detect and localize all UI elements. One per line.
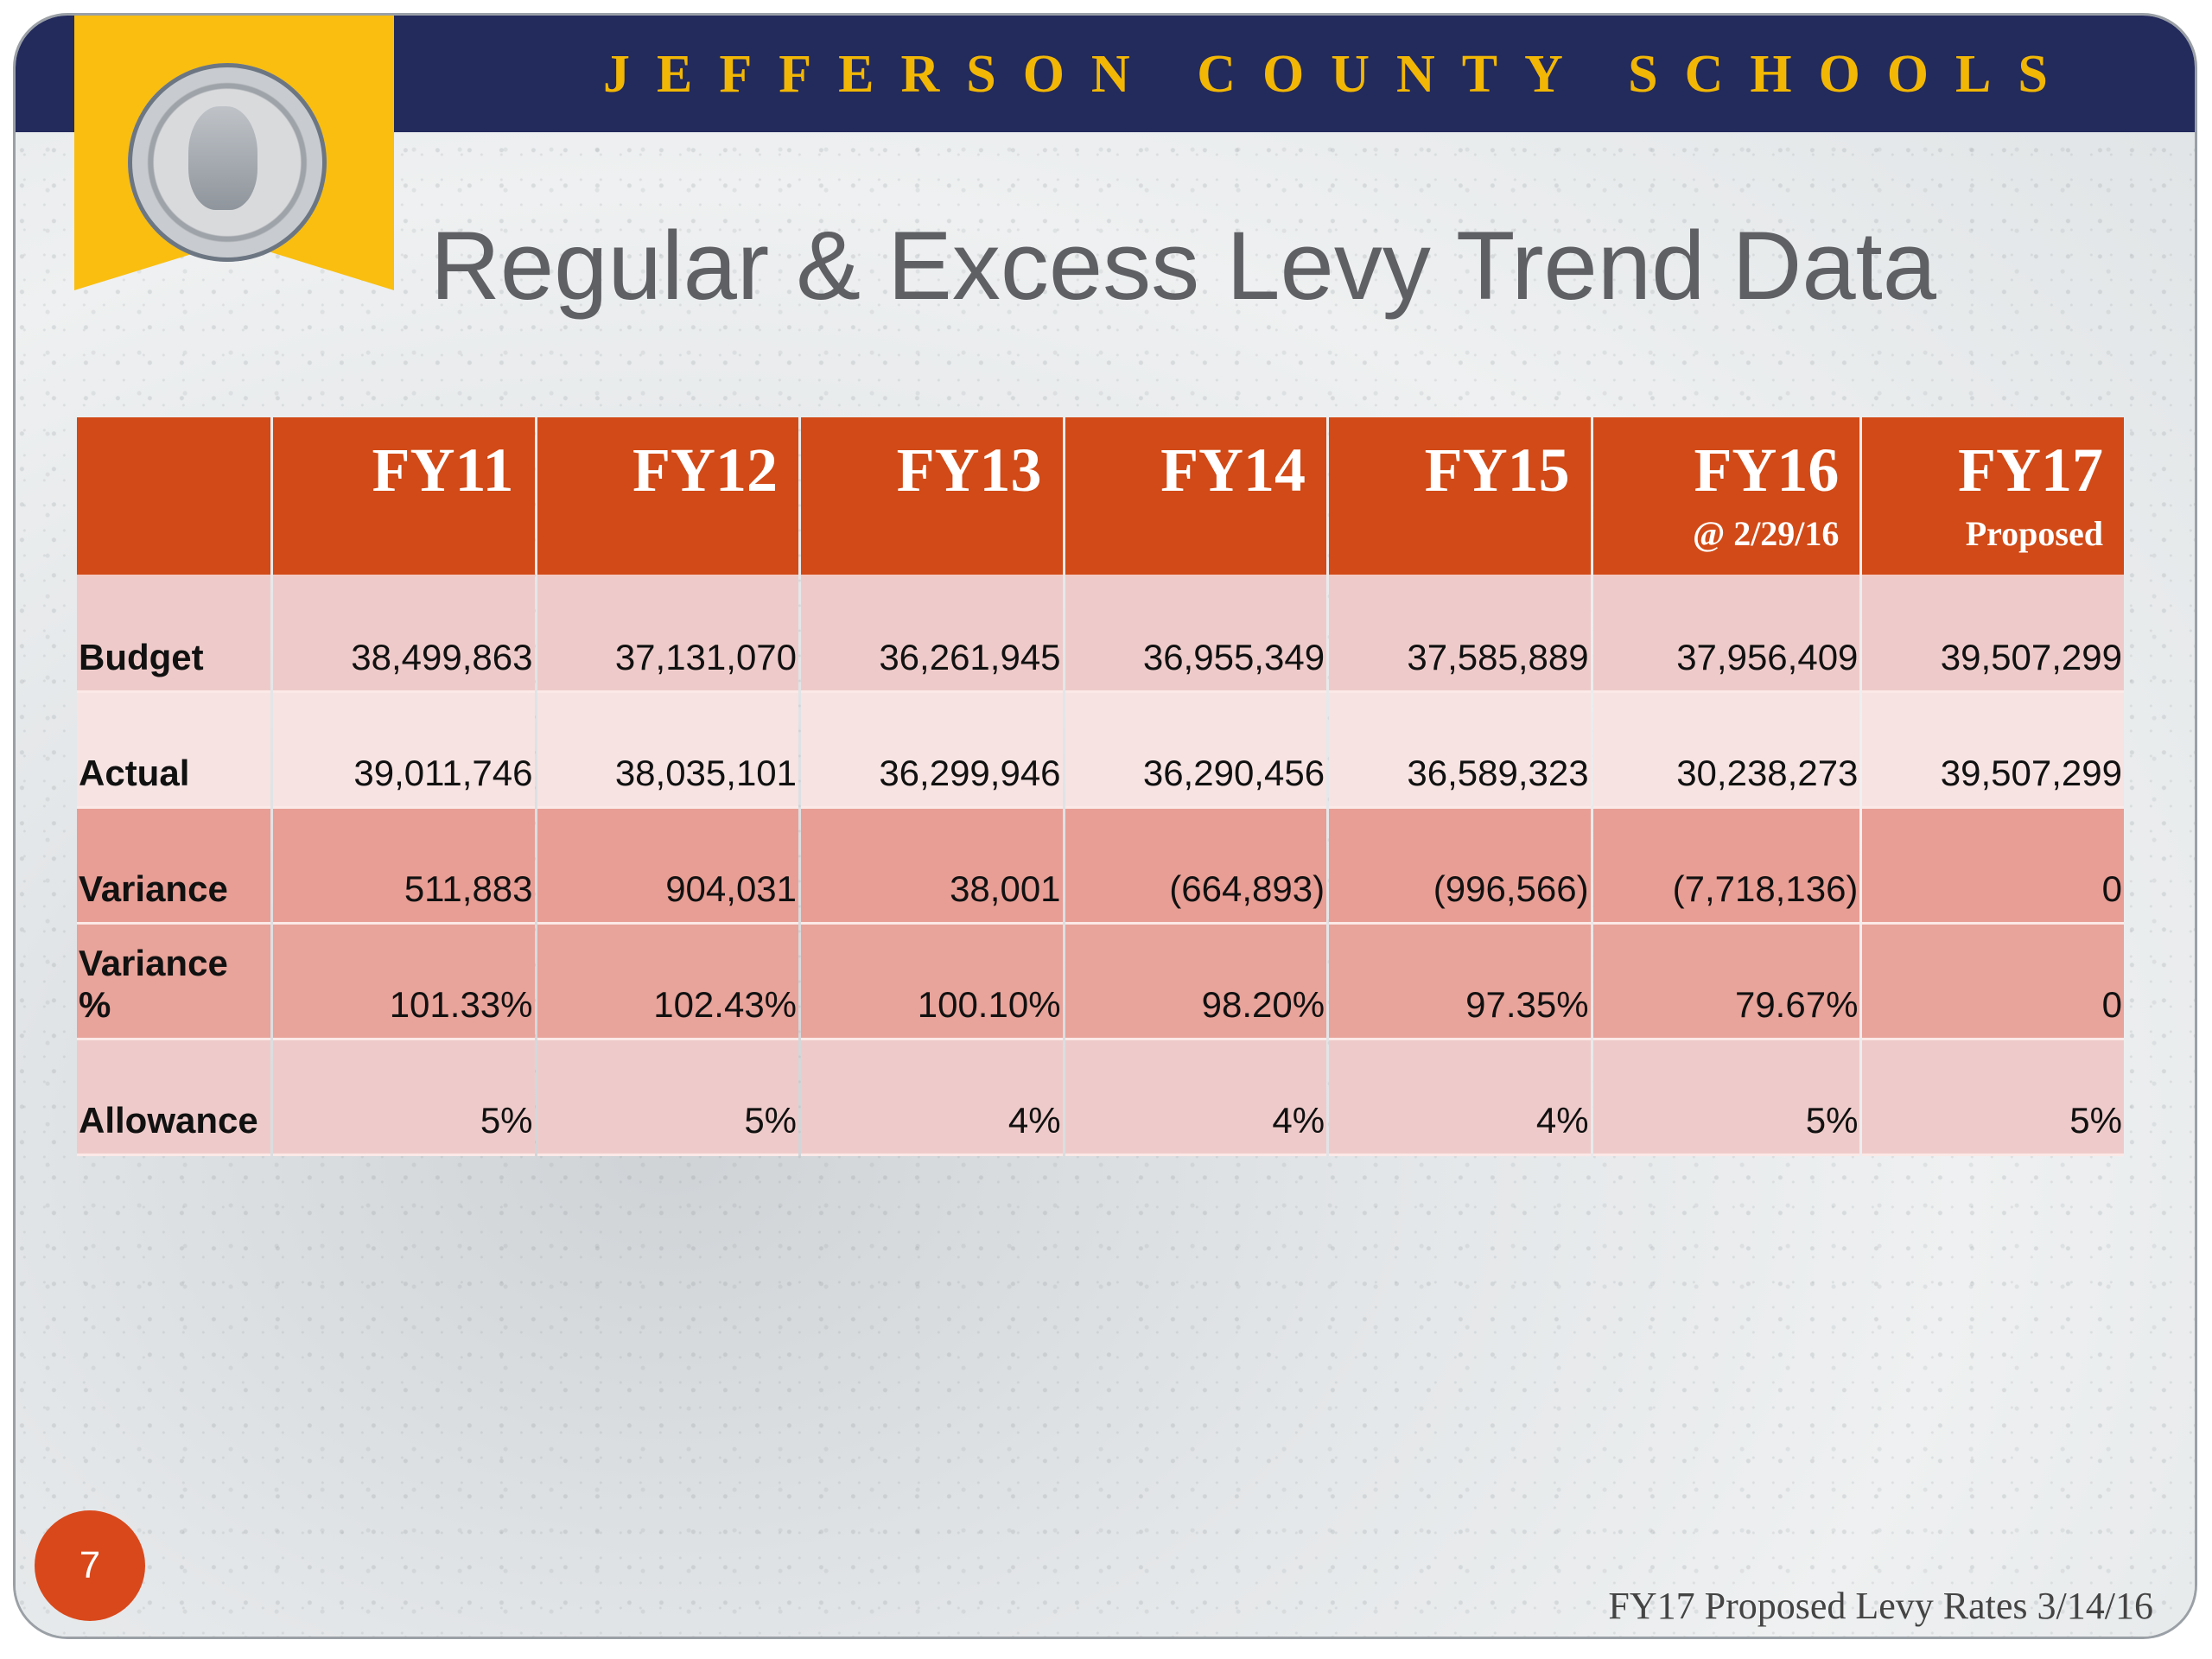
table-cell: 511,883 [273, 809, 535, 925]
col-header-fy11: FY11 [273, 417, 535, 577]
table-cell: 97.35% [1329, 925, 1591, 1040]
table-cell: 38,035,101 [537, 693, 799, 809]
seal-portrait [188, 106, 257, 210]
table-cell: 39,011,746 [273, 693, 535, 809]
table-cell: 36,290,456 [1065, 693, 1327, 809]
footer-text: FY17 Proposed Levy Rates 3/14/16 [1608, 1585, 2153, 1627]
col-header-fy15: FY15 [1329, 417, 1591, 577]
row-label: Allowance [77, 1040, 270, 1156]
table-cell: 37,585,889 [1329, 577, 1591, 693]
table-cell: 100.10% [801, 925, 1063, 1040]
table-cell: 4% [1329, 1040, 1591, 1156]
table-cell: 36,261,945 [801, 577, 1063, 693]
table-cell: 5% [1592, 1040, 1860, 1156]
table-cell: 102.43% [537, 925, 799, 1040]
table-cell: 39,507,299 [1862, 693, 2124, 809]
table-cell: (664,893) [1065, 809, 1327, 925]
table-cell: (7,718,136) [1592, 809, 1860, 925]
table-cell: 37,956,409 [1592, 577, 1860, 693]
table-cell: 4% [801, 1040, 1063, 1156]
county-seal-icon [128, 63, 327, 262]
table-cell: (996,566) [1329, 809, 1591, 925]
table-cell: 79.67% [1592, 925, 1860, 1040]
row-label: Variance % [77, 925, 270, 1040]
table-cell: 38,499,863 [273, 577, 535, 693]
slide-title: Regular & Excess Levy Trend Data [430, 212, 1937, 320]
table-cell: 39,507,299 [1862, 577, 2124, 693]
col-header-fy12: FY12 [537, 417, 799, 577]
header-row: FY11 FY12 FY13 FY14 FY15 FY16 @ 2/29/16 F… [77, 417, 2124, 577]
table-cell: 38,001 [801, 809, 1063, 925]
col-header-fy16: FY16 @ 2/29/16 [1592, 417, 1860, 577]
table-cell: 5% [273, 1040, 535, 1156]
table-row-budget: Budget 38,499,863 37,131,070 36,261,945 … [77, 577, 2124, 693]
table-row-variance-percent: Variance % 101.33% 102.43% 100.10% 98.20… [77, 925, 2124, 1040]
slide: JEFFERSON COUNTY SCHOOLS Regular & Exces… [16, 16, 2195, 1637]
row-label: Actual [77, 693, 270, 809]
row-label: Variance [77, 809, 270, 925]
col-header-fy13: FY13 [801, 417, 1063, 577]
levy-table: FY11 FY12 FY13 FY14 FY15 FY16 @ 2/29/16 F… [74, 417, 2126, 1156]
col-header-fy17: FY17 Proposed [1862, 417, 2124, 577]
table-cell: 36,299,946 [801, 693, 1063, 809]
table-cell: 0 [1862, 809, 2124, 925]
row-label: Budget [77, 577, 270, 693]
table-cell: 37,131,070 [537, 577, 799, 693]
table-cell: 4% [1065, 1040, 1327, 1156]
table-cell: 36,955,349 [1065, 577, 1327, 693]
table-cell: 904,031 [537, 809, 799, 925]
table-cell: 30,238,273 [1592, 693, 1860, 809]
corner-cell [77, 417, 270, 577]
table-cell: 5% [537, 1040, 799, 1156]
table-row-actual: Actual 39,011,746 38,035,101 36,299,946 … [77, 693, 2124, 809]
table-cell: 0 [1862, 925, 2124, 1040]
col-header-fy14: FY14 [1065, 417, 1327, 577]
table-row-allowance: Allowance 5% 5% 4% 4% 4% 5% 5% [77, 1040, 2124, 1156]
page-number-badge: 7 [35, 1510, 145, 1621]
table-cell: 5% [1862, 1040, 2124, 1156]
table-cell: 101.33% [273, 925, 535, 1040]
table-row-variance: Variance 511,883 904,031 38,001 (664,893… [77, 809, 2124, 925]
table-cell: 98.20% [1065, 925, 1327, 1040]
organization-name: JEFFERSON COUNTY SCHOOLS [603, 45, 2075, 104]
table-cell: 36,589,323 [1329, 693, 1591, 809]
